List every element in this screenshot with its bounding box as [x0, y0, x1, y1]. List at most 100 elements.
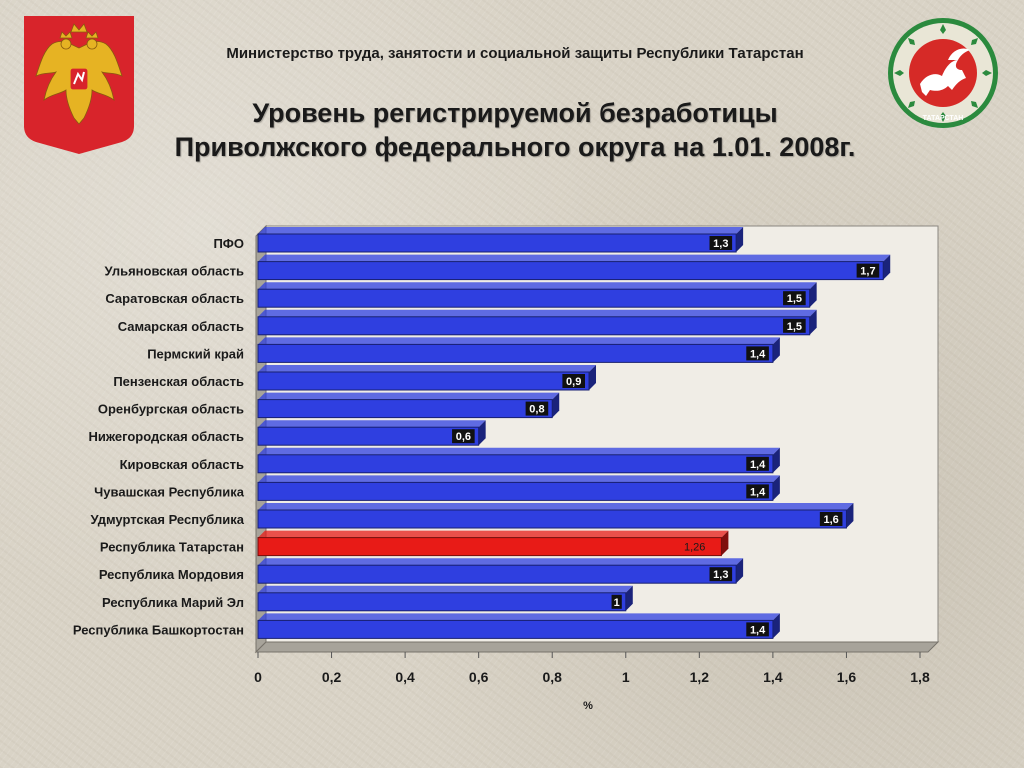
bar-front-face [257, 509, 847, 529]
data-label-box [525, 401, 549, 416]
data-label: 1,4 [750, 348, 766, 360]
bar-top-face [258, 613, 780, 621]
x-tick-label: 1,8 [910, 669, 930, 685]
category-label: Пермский край [147, 346, 244, 361]
data-label-box [611, 594, 622, 609]
title-line-1: Уровень регистрируемой безработицы [252, 98, 778, 128]
bar-front-face [257, 592, 627, 612]
data-label: 1,5 [787, 293, 802, 305]
bar-front-face [257, 316, 811, 336]
data-label: 0,9 [566, 376, 581, 388]
bar-14: 1,4 [257, 613, 780, 639]
bar-front-face [257, 399, 553, 419]
title-line-2: Приволжского федерального округа на 1.01… [174, 132, 856, 162]
bar-top-face [258, 337, 780, 345]
data-label: 1,26 [684, 542, 705, 554]
bar-side-face [772, 475, 780, 501]
bar-9: 1,4 [257, 475, 780, 501]
category-label: Пензенская область [113, 374, 244, 389]
bar-4: 1,4 [257, 337, 780, 363]
bar-top-face [258, 282, 817, 290]
bar-top-face [258, 530, 729, 538]
data-label: 1,4 [750, 624, 766, 636]
bar-front-face [257, 371, 590, 391]
bar-side-face [772, 337, 780, 363]
bar-side-face [846, 503, 854, 528]
bar-6: 0,8 [257, 392, 560, 419]
data-label-box [562, 374, 585, 388]
x-tick-label: 1,6 [837, 669, 857, 685]
bar-top-face [258, 420, 486, 428]
x-axis-label: % [583, 700, 593, 712]
x-tick-label: 0 [254, 669, 262, 685]
plot-floor [254, 641, 940, 653]
category-label: Республика Марий Эл [102, 595, 244, 610]
data-label: 0,8 [529, 404, 544, 416]
bar-top-face [258, 447, 780, 455]
data-label-box [709, 236, 733, 250]
bar-top-face [258, 392, 560, 400]
bar-side-face [772, 447, 780, 473]
bar-11: 1,26 [257, 530, 729, 557]
category-label: Ульяновская область [105, 264, 244, 279]
bar-side-face [883, 254, 891, 280]
bar-top-face [258, 254, 891, 262]
data-label-box [783, 291, 806, 306]
page-title: Уровень регистрируемой безработицы Приво… [150, 96, 880, 164]
x-tick-label: 0,6 [469, 669, 489, 685]
ministry-name: Министерство труда, занятости и социальн… [226, 45, 804, 62]
category-label: Республика Мордовия [99, 567, 244, 582]
data-label: 1,3 [713, 569, 728, 581]
data-label-box [746, 456, 769, 471]
bar-13: 1 [257, 585, 633, 612]
bar-front-face [257, 261, 884, 281]
bar-front-face [257, 288, 811, 308]
data-label: 1,5 [787, 321, 802, 333]
bar-side-face [736, 558, 744, 584]
category-label: Кировская область [120, 457, 244, 472]
bar-side-face [625, 585, 633, 611]
bar-front-face [257, 426, 480, 446]
category-label: Республика Башкортостан [73, 622, 244, 637]
bar-top-face [258, 558, 744, 566]
data-label: 1,4 [750, 486, 766, 498]
data-label-box [709, 567, 733, 582]
bar-front-face [257, 564, 737, 584]
bar-top-face [258, 503, 854, 510]
bar-1: 1,7 [257, 254, 891, 281]
category-label: Удмуртская Республика [90, 512, 244, 527]
bar-front-face [257, 454, 774, 474]
data-label-box [783, 318, 806, 333]
bar-front-face [257, 537, 722, 557]
category-label: Оренбургская область [98, 402, 244, 417]
bar-top-face [258, 585, 633, 593]
bar-side-face [736, 227, 744, 252]
category-labels: ПФО Ульяновская область Саратовская област… [73, 236, 245, 637]
data-label: 0,6 [456, 431, 471, 443]
bar-top-face [258, 365, 596, 372]
category-label: Чувашская Республика [94, 484, 245, 499]
x-axis: 0 0,2 0,4 0,6 0,8 1 1,2 1,4 1,6 1,8 [254, 652, 930, 685]
bar-side-face [809, 282, 817, 308]
russian-coat-of-arms-logo [24, 16, 134, 154]
bar-top-face [258, 475, 780, 483]
data-label-box [856, 263, 880, 278]
bar-side-face [552, 392, 560, 418]
bar-side-face [809, 309, 817, 335]
bar-8: 1,4 [257, 447, 780, 474]
tatarstan-emblem-logo: ТАТАРСТАН [888, 18, 998, 128]
bar-front-face [257, 619, 774, 639]
bar-side-face [589, 365, 596, 390]
data-label-box [746, 346, 769, 361]
bar-side-face [478, 420, 486, 446]
x-tick-label: 0,2 [322, 669, 342, 685]
x-tick-label: 0,4 [395, 669, 415, 685]
bar-2: 1,5 [257, 282, 817, 308]
x-tick-label: 1,2 [690, 669, 710, 685]
data-label: 1,3 [713, 238, 728, 250]
category-label: Республика Татарстан [100, 540, 244, 555]
bar-front-face [257, 233, 737, 253]
bar-top-face [258, 309, 817, 317]
bar-top-face [258, 227, 744, 234]
